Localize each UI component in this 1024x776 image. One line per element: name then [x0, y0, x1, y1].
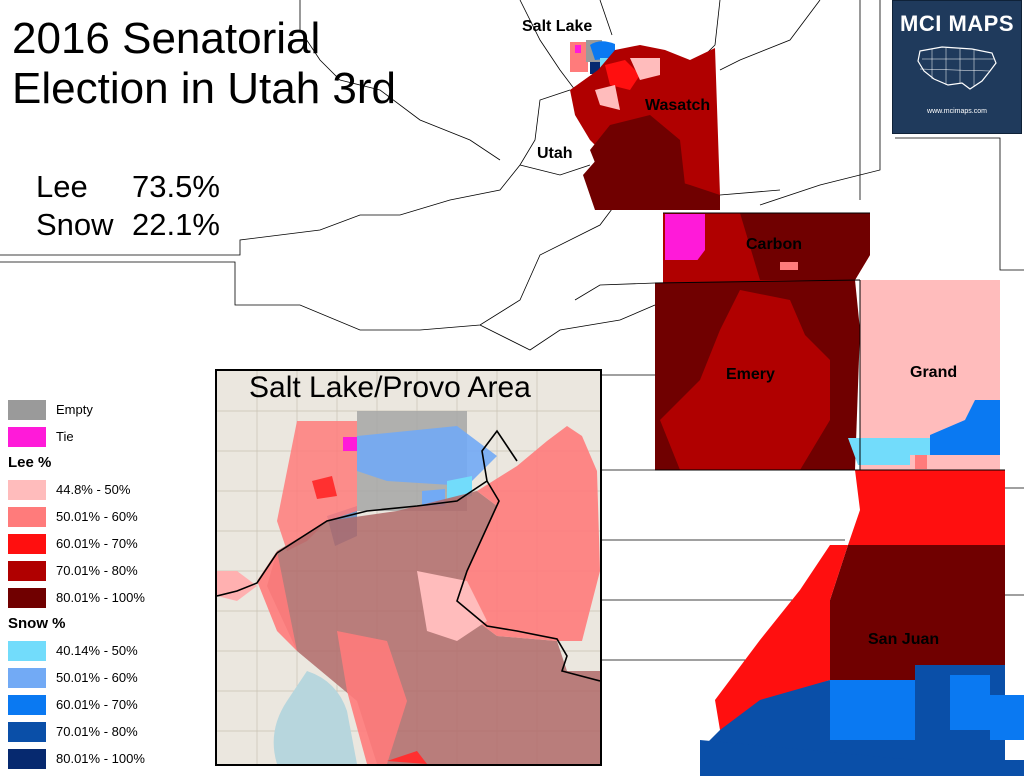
legend-item: Empty: [8, 396, 208, 423]
legend-swatch: [8, 560, 46, 581]
legend-heading-lee: Lee %: [8, 454, 52, 471]
salt-lake-county: [570, 40, 615, 74]
carbon-county: [663, 213, 870, 283]
inset-title: Salt Lake/Provo Area: [249, 371, 531, 404]
legend-label: 70.01% - 80%: [56, 563, 138, 578]
legend-label: 80.01% - 100%: [56, 751, 145, 766]
legend-label: 50.01% - 60%: [56, 670, 138, 685]
legend-swatch: [8, 587, 46, 608]
legend-label: Empty: [56, 402, 93, 417]
legend-label: 70.01% - 80%: [56, 724, 138, 739]
legend-item: 44.8% - 50%: [8, 476, 208, 503]
legend-item: 60.01% - 70%: [8, 691, 208, 718]
legend-swatch: [8, 748, 46, 769]
legend-label: 60.01% - 70%: [56, 697, 138, 712]
legend-swatch: [8, 479, 46, 500]
legend-label: 80.01% - 100%: [56, 590, 145, 605]
usa-map-icon: [917, 46, 997, 90]
legend-item: 60.01% - 70%: [8, 530, 208, 557]
results-summary: Lee 73.5% Snow 22.1%: [36, 168, 220, 244]
inset-map-graphic: [217, 371, 600, 764]
legend-item: 80.01% - 100%: [8, 745, 208, 772]
logo-url: www.mcimaps.com: [927, 108, 987, 115]
wasatch-county: [570, 45, 720, 210]
county-outlines: [0, 0, 1024, 661]
county-borders: [654, 212, 1005, 471]
inset-map: Salt Lake/Provo Area: [215, 369, 602, 766]
legend-label: Tie: [56, 429, 74, 444]
legend-item: 70.01% - 80%: [8, 557, 208, 584]
legend-item: 40.14% - 50%: [8, 637, 208, 664]
legend-swatch: [8, 640, 46, 661]
legend-swatch: [8, 506, 46, 527]
legend-swatch: [8, 426, 46, 447]
county-label-utah: Utah: [537, 145, 573, 162]
map-title: 2016 Senatorial Election in Utah 3rd: [12, 14, 482, 114]
legend-label: 50.01% - 60%: [56, 509, 138, 524]
map-legend: Empty Tie Lee % 44.8% - 50% 50.01% - 60%…: [8, 396, 208, 772]
grand-county: [848, 280, 1000, 470]
county-label-carbon: Carbon: [746, 236, 802, 253]
legend-swatch: [8, 694, 46, 715]
result-row: Lee 73.5%: [36, 168, 220, 206]
legend-label: 40.14% - 50%: [56, 643, 138, 658]
candidate-percent: 73.5%: [132, 169, 220, 204]
legend-item: 50.01% - 60%: [8, 503, 208, 530]
legend-swatch: [8, 533, 46, 554]
san-juan-county: [700, 470, 1024, 776]
county-label-san-juan: San Juan: [868, 631, 939, 648]
legend-label: 44.8% - 50%: [56, 482, 131, 497]
county-label-wasatch: Wasatch: [645, 97, 710, 114]
legend-swatch: [8, 399, 46, 420]
legend-heading-snow: Snow %: [8, 615, 66, 632]
legend-label: 60.01% - 70%: [56, 536, 138, 551]
county-label-emery: Emery: [726, 366, 775, 383]
candidate-name: Snow: [36, 207, 114, 242]
legend-swatch: [8, 721, 46, 742]
title-line-2: Election in Utah 3rd: [12, 64, 396, 113]
mci-maps-logo: MCI MAPS www.mcimaps.com: [892, 0, 1022, 134]
county-label-salt-lake: Salt Lake: [522, 18, 592, 35]
county-label-grand: Grand: [910, 364, 957, 381]
candidate-percent: 22.1%: [132, 207, 220, 242]
legend-swatch: [8, 667, 46, 688]
legend-item: 50.01% - 60%: [8, 664, 208, 691]
result-row: Snow 22.1%: [36, 206, 220, 244]
legend-item: 70.01% - 80%: [8, 718, 208, 745]
logo-brand: MCI MAPS: [900, 11, 1014, 36]
candidate-name: Lee: [36, 169, 88, 204]
emery-county: [655, 280, 860, 470]
legend-item: Tie: [8, 423, 208, 450]
legend-item: 80.01% - 100%: [8, 584, 208, 611]
title-line-1: 2016 Senatorial: [12, 14, 321, 63]
